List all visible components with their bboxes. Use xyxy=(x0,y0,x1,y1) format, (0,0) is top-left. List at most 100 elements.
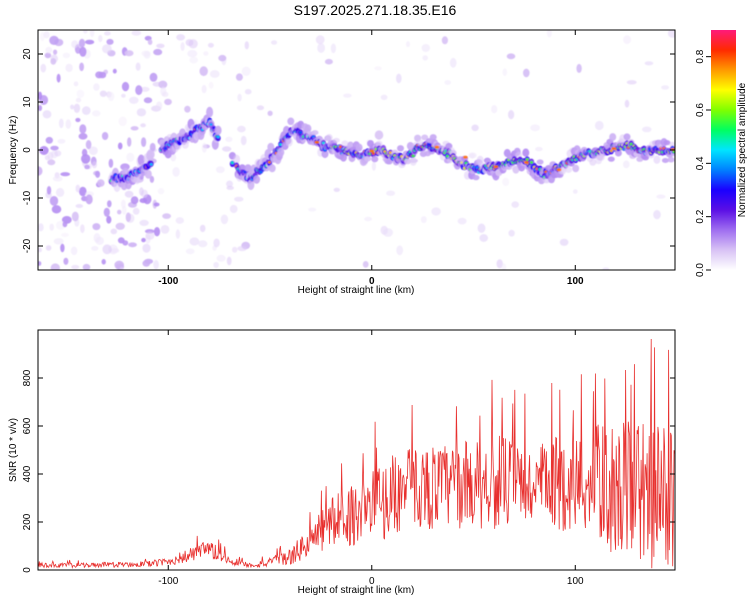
colorbar-tick-label: 0.4 xyxy=(695,156,706,170)
spectrogram-cell xyxy=(556,168,562,172)
spectrogram-cell xyxy=(106,38,114,45)
spectrogram-cell xyxy=(189,237,200,246)
spectrogram-cell xyxy=(667,156,675,163)
spectrogram-x-ticks: -100 0 100 xyxy=(158,30,584,287)
spectrogram-cell xyxy=(623,133,631,141)
spectrogram-cell xyxy=(117,142,123,150)
spectrogram-cell xyxy=(325,134,333,142)
spectrogram-cell xyxy=(50,145,59,151)
spectrogram-cell xyxy=(117,209,122,215)
spectrogram-cell xyxy=(594,120,604,131)
colorbar-tick-label: 0.0 xyxy=(695,263,706,277)
spectrogram-cell xyxy=(441,36,448,45)
spectrogram-cell xyxy=(213,261,219,269)
spectrogram-cell xyxy=(421,44,430,52)
spectrogram-cell xyxy=(135,85,143,96)
spectrogram-cell xyxy=(88,146,98,155)
spectrogram-cell xyxy=(506,53,516,60)
spectrogram-cell xyxy=(213,238,220,248)
spectrogram-cell xyxy=(209,123,213,126)
spectrogram-cell xyxy=(524,161,529,164)
spectrogram-cell xyxy=(71,211,79,222)
spectrogram-cell xyxy=(371,155,379,163)
spectrogram-cell xyxy=(244,164,252,172)
spectrogram-cell xyxy=(135,62,141,71)
spectrogram-cell xyxy=(52,175,63,182)
spectrogram-cell xyxy=(73,103,81,114)
spectrogram-cell xyxy=(374,130,384,140)
spectrogram-cell xyxy=(422,55,429,61)
spectrogram-cell xyxy=(653,210,661,220)
spectrogram-cell xyxy=(589,158,597,166)
spectrogram-cell xyxy=(214,125,222,136)
spectrogram-cell xyxy=(98,35,103,43)
spectrogram-cell xyxy=(93,233,101,243)
spectrogram-cell xyxy=(311,130,319,136)
spectrogram-cell xyxy=(121,81,130,92)
x-tick-label: 100 xyxy=(567,276,584,287)
spectrogram-cell xyxy=(147,150,155,159)
spectrogram-cell xyxy=(107,200,112,208)
colorbar-label: Normalized spectral amplitude xyxy=(737,82,748,217)
spectrogram-cell xyxy=(661,158,669,163)
colorbar: 0.0 0.2 0.4 0.6 0.8 Normalized spectral ampl… xyxy=(695,30,748,277)
spectrogram-cell xyxy=(371,161,376,171)
spectrogram-cell xyxy=(89,30,95,38)
spectrogram-cell xyxy=(235,73,243,81)
spectrogram-cell xyxy=(49,35,59,46)
spectrogram-cell xyxy=(127,137,132,147)
snr-x-ticks: -100 0 100 xyxy=(158,330,584,587)
spectrogram-cell xyxy=(343,93,352,98)
spectrogram-cell xyxy=(50,58,57,65)
y-tick-label: -10 xyxy=(22,190,33,205)
spectrogram-cell xyxy=(226,256,232,266)
spectrogram-cell xyxy=(78,38,86,48)
spectrogram-cell xyxy=(240,135,247,146)
spectrogram-cell xyxy=(479,234,489,242)
spectrogram-cell xyxy=(477,223,486,233)
spectrogram-cell xyxy=(308,207,317,212)
spectrogram-cell xyxy=(75,97,82,103)
colorbar-gradient xyxy=(711,30,736,270)
colorbar-tick-label: 0.2 xyxy=(695,209,706,223)
spectrogram-cell xyxy=(139,198,148,204)
spectrogram-cell xyxy=(141,50,151,57)
spectrogram-cell xyxy=(330,43,336,54)
spectrogram-cell xyxy=(75,117,81,123)
spectrogram-cell xyxy=(92,223,101,231)
spectrogram-cell xyxy=(162,91,169,98)
x-tick-label: -100 xyxy=(158,276,178,287)
spectrogram-cell xyxy=(218,54,227,62)
spectrogram-cell xyxy=(332,137,340,143)
chart-title: S197.2025.271.18.35.E16 xyxy=(294,2,457,18)
spectrogram-cell xyxy=(609,133,617,141)
y-tick-label: 200 xyxy=(22,513,33,530)
spectrogram-cell xyxy=(56,73,61,83)
spectrogram-cell xyxy=(145,231,155,240)
spectrogram-cell xyxy=(559,238,569,246)
spectrogram-cell xyxy=(397,145,404,152)
spectrogram-cell xyxy=(277,147,285,157)
spectrogram-cell xyxy=(333,187,340,192)
spectrogram-cell xyxy=(140,86,150,92)
spectrogram-cell xyxy=(102,244,112,255)
y-tick-label: 0 xyxy=(22,147,33,153)
spectrogram-cell xyxy=(206,106,214,118)
spectrogram-cell xyxy=(128,242,137,248)
spectrogram-cell xyxy=(216,254,226,262)
spectrogram-cell xyxy=(496,259,503,269)
spectrogram-cell xyxy=(341,140,349,146)
spectrogram-cell xyxy=(421,134,429,141)
spectrogram-cell xyxy=(493,165,499,169)
spectrogram-cell xyxy=(162,213,172,219)
spectrogram-cell xyxy=(47,159,56,166)
spectrogram-cell xyxy=(624,99,630,108)
spectrogram-cell xyxy=(386,190,396,196)
spectrogram-cell xyxy=(149,142,156,152)
spectrogram-cell xyxy=(156,43,165,49)
spectrogram-cell xyxy=(45,136,53,144)
spectrogram-cell xyxy=(508,110,515,120)
spectrogram-cell xyxy=(253,175,261,184)
spectrogram-cell xyxy=(225,136,233,142)
